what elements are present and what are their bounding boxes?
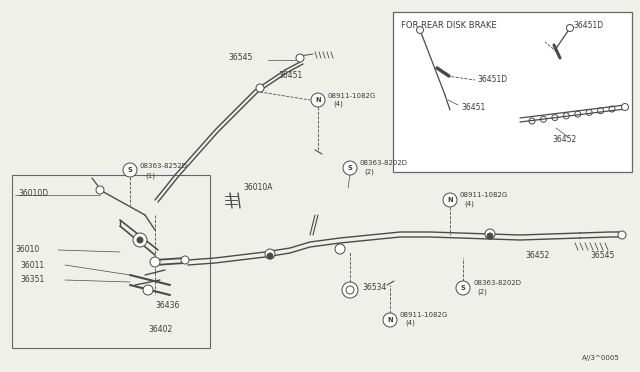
- Text: (4): (4): [405, 320, 415, 326]
- Text: (2): (2): [477, 289, 487, 295]
- Circle shape: [123, 163, 137, 177]
- Text: 36010A: 36010A: [243, 183, 273, 192]
- Circle shape: [383, 313, 397, 327]
- Circle shape: [296, 54, 304, 62]
- Text: N: N: [315, 97, 321, 103]
- Circle shape: [96, 186, 104, 194]
- Circle shape: [143, 285, 153, 295]
- Circle shape: [618, 231, 626, 239]
- Text: 36545: 36545: [590, 250, 614, 260]
- Circle shape: [181, 256, 189, 264]
- Text: 08363-8202D: 08363-8202D: [360, 160, 408, 166]
- Text: 36010D: 36010D: [18, 189, 48, 198]
- Text: N: N: [447, 197, 453, 203]
- Circle shape: [335, 244, 345, 254]
- Circle shape: [346, 286, 354, 294]
- Circle shape: [150, 257, 160, 267]
- Text: N: N: [387, 317, 393, 323]
- Circle shape: [487, 233, 493, 239]
- Text: (4): (4): [464, 201, 474, 207]
- Text: (2): (2): [364, 169, 374, 175]
- Circle shape: [443, 193, 457, 207]
- Circle shape: [267, 253, 273, 259]
- Text: A//3^0005: A//3^0005: [582, 355, 620, 361]
- Text: 08363-8202D: 08363-8202D: [473, 280, 521, 286]
- Text: 08363-8252D: 08363-8252D: [140, 163, 188, 169]
- Text: 36452: 36452: [525, 250, 549, 260]
- Text: 36452: 36452: [552, 135, 576, 144]
- Text: 36451: 36451: [461, 103, 485, 112]
- Text: 36010: 36010: [15, 246, 39, 254]
- Text: 36534: 36534: [362, 283, 387, 292]
- Circle shape: [485, 229, 495, 239]
- Circle shape: [417, 26, 424, 33]
- Circle shape: [256, 84, 264, 92]
- Text: (4): (4): [333, 101, 343, 107]
- Bar: [393, 12, 632, 172]
- Text: 36351: 36351: [20, 276, 44, 285]
- Text: FOR REAR DISK BRAKE: FOR REAR DISK BRAKE: [401, 22, 497, 31]
- Text: 36545: 36545: [228, 54, 252, 62]
- Text: 08911-1082G: 08911-1082G: [460, 192, 508, 198]
- Circle shape: [621, 103, 628, 110]
- Text: 36011: 36011: [20, 260, 44, 269]
- Circle shape: [456, 281, 470, 295]
- Circle shape: [265, 249, 275, 259]
- Circle shape: [342, 282, 358, 298]
- Text: 36451D: 36451D: [573, 20, 603, 29]
- Text: S: S: [348, 165, 353, 171]
- Circle shape: [343, 161, 357, 175]
- Circle shape: [566, 25, 573, 32]
- Text: 08911-1082G: 08911-1082G: [328, 93, 376, 99]
- Circle shape: [137, 237, 143, 243]
- Text: 08911-1082G: 08911-1082G: [400, 312, 448, 318]
- Text: 36436: 36436: [155, 301, 179, 310]
- Text: 36402: 36402: [148, 326, 172, 334]
- Circle shape: [311, 93, 325, 107]
- Text: S: S: [127, 167, 132, 173]
- Text: (1): (1): [145, 173, 155, 179]
- Text: 36451D: 36451D: [477, 76, 507, 84]
- Bar: [12, 175, 210, 348]
- Text: 36451: 36451: [278, 71, 302, 80]
- Circle shape: [133, 233, 147, 247]
- Text: S: S: [461, 285, 465, 291]
